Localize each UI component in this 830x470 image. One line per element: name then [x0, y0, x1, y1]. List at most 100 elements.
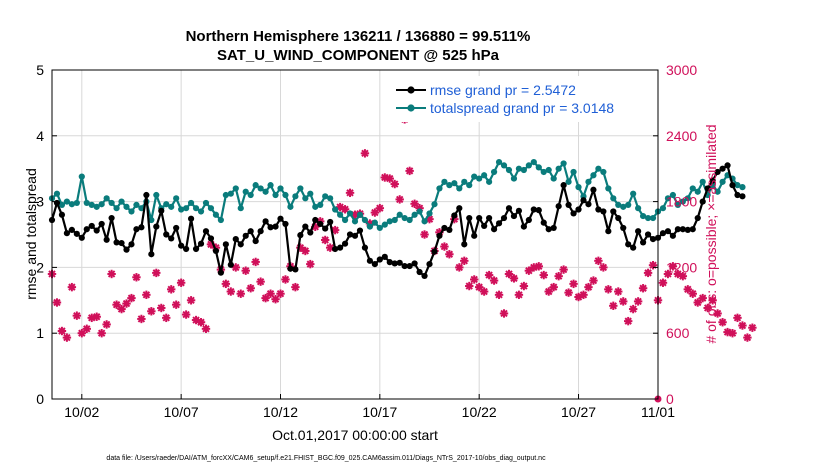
rmse-point: [590, 186, 597, 193]
obs-point-stroke: [510, 274, 518, 283]
rmse-point: [287, 265, 294, 272]
obs-point-stroke: [376, 204, 384, 212]
totalspread-point: [486, 178, 493, 185]
obs-point: [728, 329, 737, 338]
obs-point-stroke: [649, 261, 657, 269]
obs-point: [256, 277, 265, 286]
rmse-point: [441, 224, 448, 232]
rmse-point: [187, 215, 195, 222]
rmse-point: [267, 224, 274, 231]
rmse-point: [133, 226, 140, 233]
rmse-point: [297, 232, 304, 239]
obs-point-stroke: [346, 189, 354, 197]
rmse-point: [615, 214, 622, 222]
totalspread-point: [242, 188, 249, 195]
totalspread-point: [590, 172, 597, 179]
obs-point-stroke: [609, 302, 618, 310]
rmse-point: [669, 232, 677, 239]
obs-point: [494, 290, 504, 300]
obs-point-stroke: [554, 272, 563, 280]
rmse-point: [108, 214, 115, 222]
x-tick-label: 10/02: [64, 404, 99, 420]
obs-point-stroke: [271, 295, 280, 303]
rmse-point: [436, 232, 443, 239]
rmse-point: [674, 226, 681, 233]
rmse-point: [396, 259, 403, 266]
rmse-point: [83, 226, 90, 233]
totalspread-point: [257, 185, 264, 192]
rmse-point: [351, 232, 359, 239]
totalspread-point: [282, 191, 289, 199]
obs-point-stroke: [584, 283, 593, 291]
obs-point-stroke: [733, 314, 742, 322]
obs-point-stroke: [664, 270, 672, 278]
totalspread-point: [317, 201, 324, 208]
obs-point: [738, 321, 747, 330]
totalspread-point: [605, 185, 612, 192]
obs-point: [345, 188, 355, 198]
totalspread-point: [391, 216, 398, 224]
rmse-point: [704, 185, 711, 192]
rmse-point: [714, 168, 721, 176]
obs-point-stroke: [137, 315, 146, 323]
obs-point-stroke: [684, 285, 692, 294]
obs-point-stroke: [306, 260, 315, 268]
obs-point: [266, 289, 275, 298]
totalspread-point: [346, 210, 354, 217]
totalspread-point: [98, 201, 105, 208]
obs-point: [236, 289, 245, 298]
obs-point: [440, 242, 449, 251]
obs-point: [465, 281, 474, 291]
totalspread-point: [446, 182, 453, 189]
obs-point-stroke: [689, 290, 697, 298]
totalspread-point: [600, 168, 607, 176]
obs-point: [534, 262, 543, 271]
obs-point-stroke: [420, 230, 429, 239]
rmse-point: [207, 235, 215, 242]
totalspread-point: [495, 159, 503, 166]
obs-point: [599, 263, 608, 272]
rmse-series: [48, 162, 746, 280]
totalspread-point: [73, 199, 80, 207]
totalspread-point: [565, 178, 572, 185]
totalspread-point: [595, 165, 602, 172]
rmse-point: [535, 207, 542, 214]
rmse-point: [341, 240, 349, 247]
obs-point-stroke: [569, 280, 578, 288]
totalspread-point: [93, 203, 100, 210]
totalspread-point: [461, 178, 468, 185]
obs-point: [614, 287, 623, 296]
totalspread-point: [386, 218, 393, 225]
totalspread-point: [396, 211, 403, 218]
totalspread-point: [173, 195, 180, 202]
totalspread-point: [739, 184, 746, 191]
totalspread-point: [426, 210, 433, 217]
totalspread-point: [232, 185, 239, 192]
totalspread-point: [684, 195, 691, 202]
legend-totalspread-marker: [407, 104, 415, 112]
obs-point: [743, 333, 752, 342]
rmse-point: [63, 230, 71, 237]
obs-point-stroke: [495, 291, 503, 299]
totalspread-point: [436, 185, 443, 192]
totalspread-point: [381, 221, 388, 228]
rmse-point: [699, 198, 706, 205]
rmse-point: [739, 193, 746, 200]
rmse-point: [451, 212, 458, 219]
totalspread-point: [466, 182, 473, 189]
rmse-point: [505, 205, 513, 212]
y-right-tick-label: 0: [666, 391, 674, 407]
obs-point-stroke: [559, 265, 568, 274]
obs-point-stroke: [112, 300, 121, 309]
obs-point: [455, 263, 464, 272]
rmse-point: [317, 220, 324, 228]
obs-point: [609, 301, 618, 310]
totalspread-point: [78, 173, 85, 180]
rmse-point: [659, 230, 667, 237]
obs-point-stroke: [222, 280, 230, 288]
obs-point: [57, 326, 67, 336]
obs-point-stroke: [246, 284, 255, 292]
rmse-point: [649, 236, 657, 243]
rmse-point: [525, 216, 532, 224]
y-left-tick-label: 2: [36, 259, 44, 275]
